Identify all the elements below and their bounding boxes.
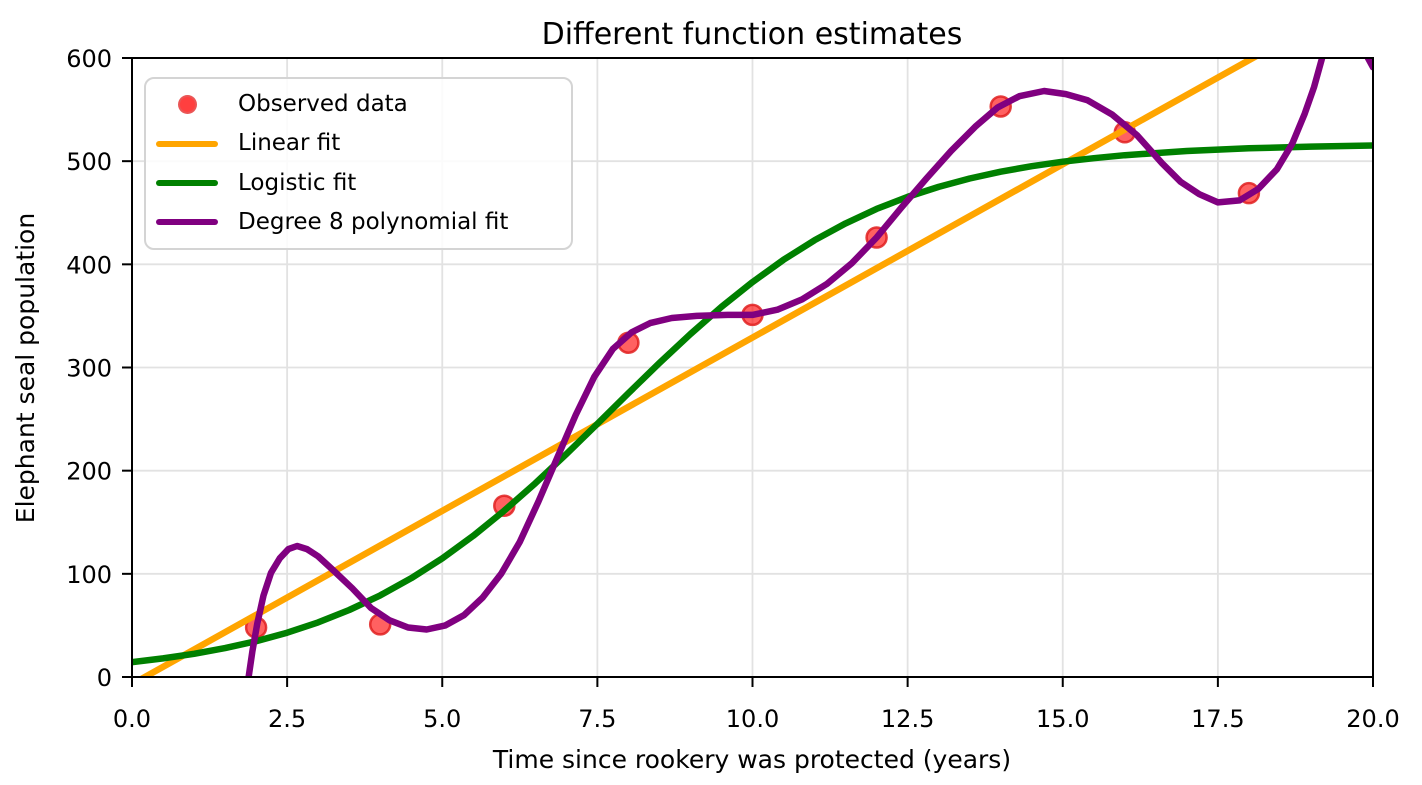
x-tick-label: 7.5: [578, 705, 616, 733]
legend-label: Logistic fit: [238, 169, 357, 196]
axis-ticks: 0.0 2.5 5.0 7.5 10.0 12.5 15.0 17.5 20.0 0 100 200 3…: [66, 45, 1400, 733]
plot-data-layer: [132, 58, 1373, 677]
y-tick-label: 300: [66, 355, 112, 383]
legend-handle: [156, 140, 218, 147]
x-tick-label: 12.5: [881, 705, 934, 733]
polynomial-fit-line-icon: [156, 219, 218, 226]
y-tick-label: 200: [66, 458, 112, 486]
y-tick-label: 0: [97, 664, 112, 692]
x-tick-label: 20.0: [1346, 705, 1399, 733]
series-line-degree-8-polynomial-fit: [245, 58, 1373, 677]
legend-handle: [156, 219, 218, 226]
x-tick-label: 5.0: [423, 705, 461, 733]
y-axis-label: Elephant seal population: [11, 213, 40, 523]
legend-label: Observed data: [238, 91, 408, 118]
y-tick-label: 600: [66, 45, 112, 73]
y-tick-label: 100: [66, 561, 112, 589]
logistic-fit-line-icon: [156, 180, 218, 187]
series-line-linear-fit: [138, 58, 1260, 677]
y-tick-label: 400: [66, 251, 112, 279]
legend-handle: [156, 95, 218, 115]
x-tick-label: 17.5: [1191, 705, 1244, 733]
x-tick-label: 10.0: [726, 705, 779, 733]
series-line-logistic-fit: [132, 142, 1373, 666]
chart-title: Different function estimates: [542, 17, 963, 52]
x-axis-label: Time since rookery was protected (years): [492, 745, 1011, 774]
x-tick-label: 15.0: [1036, 705, 1089, 733]
legend-handle: [156, 180, 218, 187]
x-tick-label: 2.5: [268, 705, 306, 733]
y-tick-label: 500: [66, 148, 112, 176]
legend-item-observed-data: Observed data: [146, 85, 571, 124]
legend-label: Linear fit: [238, 130, 341, 157]
legend-item-logistic-fit: Logistic fit: [146, 164, 571, 203]
legend-item-linear-fit: Linear fit: [146, 124, 571, 163]
legend: Observed data Linear fit Logistic fit De…: [144, 77, 573, 250]
legend-label: Degree 8 polynomial fit: [238, 208, 509, 235]
legend-item-degree-8-polynomial-fit: Degree 8 polynomial fit: [146, 203, 571, 242]
x-tick-label: 0.0: [113, 705, 151, 733]
linear-fit-line-icon: [156, 140, 218, 147]
observed-data-marker-icon: [177, 95, 197, 115]
